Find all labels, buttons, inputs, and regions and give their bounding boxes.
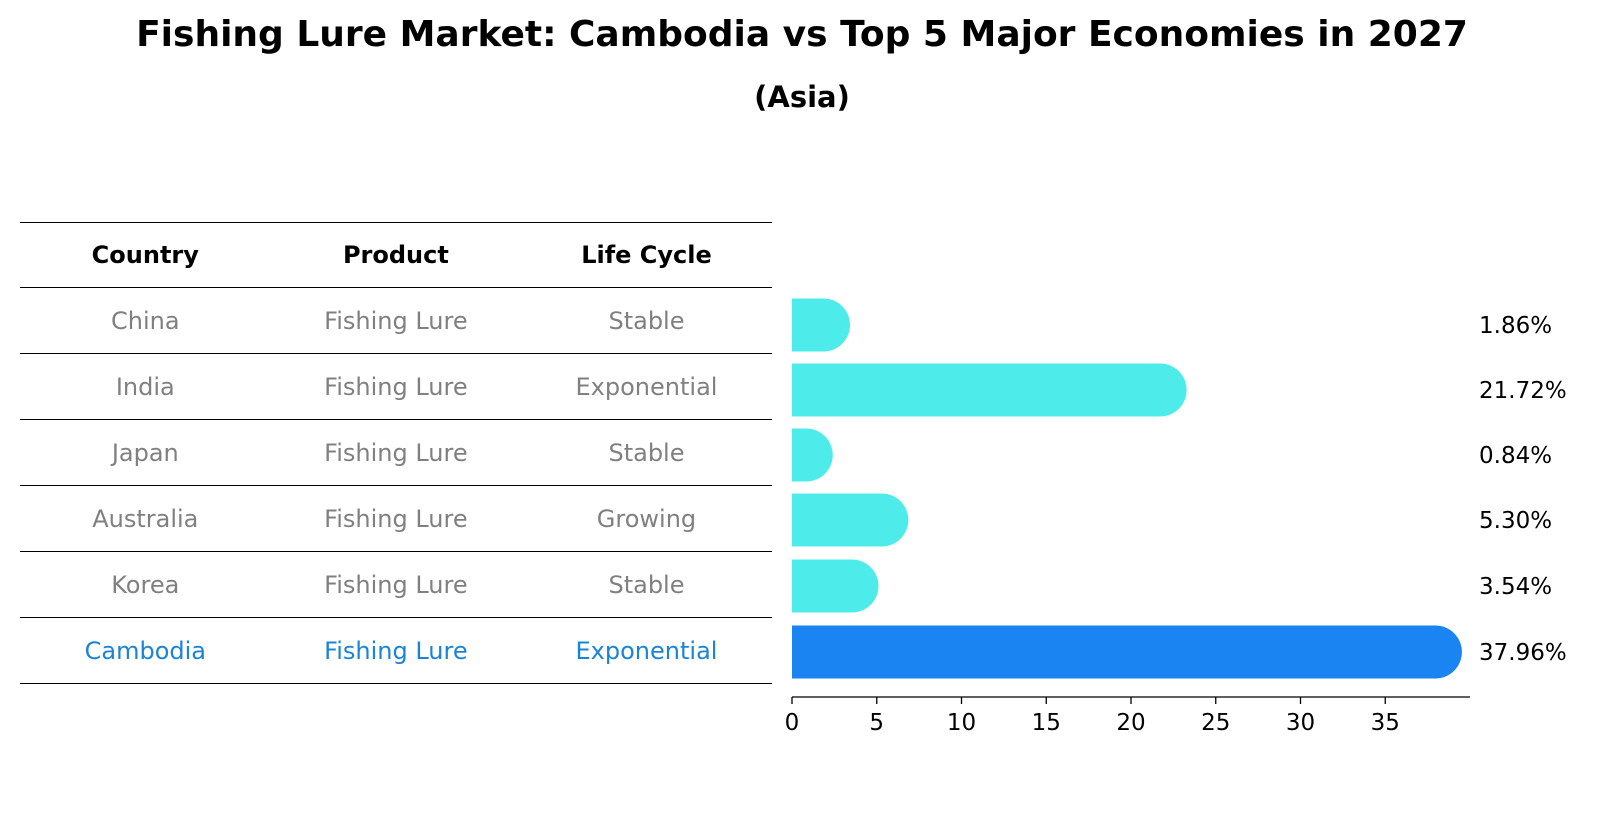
table-row: China Fishing Lure Stable [20, 288, 772, 354]
value-label: 3.54% [1479, 574, 1552, 600]
cell-product: Fishing Lure [324, 636, 468, 665]
cell-country: Korea [111, 570, 180, 599]
table-row-highlighted: Cambodia Fishing Lure Exponential [20, 618, 772, 684]
value-label: 1.86% [1479, 313, 1552, 339]
cell-country: Cambodia [84, 636, 206, 665]
table-row: Korea Fishing Lure Stable [20, 552, 772, 618]
value-label: 0.84% [1479, 443, 1552, 469]
table-row: Japan Fishing Lure Stable [20, 420, 772, 486]
bar-china [792, 298, 851, 352]
table-row: Australia Fishing Lure Growing [20, 486, 772, 552]
chart-title: Fishing Lure Market: Cambodia vs Top 5 M… [136, 14, 1468, 55]
header-life-cycle: Life Cycle [581, 241, 712, 269]
table-header-row: Country Product Life Cycle [20, 222, 772, 288]
chart-subtitle: (Asia) [754, 80, 850, 114]
x-tick-label: 20 [1116, 710, 1145, 736]
header-country: Country [91, 241, 199, 269]
cell-life-cycle: Stable [608, 306, 685, 335]
cell-life-cycle: Exponential [575, 372, 718, 401]
value-label: 37.96% [1479, 640, 1567, 666]
cell-life-cycle: Stable [608, 570, 685, 599]
cell-country: India [115, 372, 175, 401]
x-tick-label: 25 [1201, 710, 1230, 736]
x-tick-label: 0 [785, 710, 800, 736]
cell-product: Fishing Lure [324, 306, 468, 335]
cell-country: Japan [111, 438, 179, 467]
header-product: Product [342, 241, 449, 269]
cell-life-cycle: Growing [596, 504, 697, 533]
bar-japan [792, 428, 833, 482]
cell-life-cycle: Exponential [575, 636, 718, 665]
x-tick-label: 30 [1286, 710, 1315, 736]
bar-india [792, 363, 1187, 417]
bar-australia [792, 493, 909, 547]
value-label: 21.72% [1479, 378, 1567, 404]
x-tick-label: 10 [947, 710, 976, 736]
cell-life-cycle: Stable [608, 438, 685, 467]
cell-product: Fishing Lure [324, 372, 468, 401]
x-tick-label: 5 [869, 710, 884, 736]
x-tick-label: 35 [1371, 710, 1400, 736]
value-label: 5.30% [1479, 508, 1552, 534]
bar-cambodia [792, 625, 1462, 679]
cell-country: China [111, 306, 180, 335]
cell-product: Fishing Lure [324, 438, 468, 467]
cell-product: Fishing Lure [324, 570, 468, 599]
cell-country: Australia [92, 504, 199, 533]
x-tick-label: 15 [1032, 710, 1061, 736]
cell-product: Fishing Lure [324, 504, 468, 533]
country-table: Country Product Life Cycle China Fishing… [20, 222, 772, 684]
bar-korea [792, 559, 879, 613]
table-row: India Fishing Lure Exponential [20, 354, 772, 420]
